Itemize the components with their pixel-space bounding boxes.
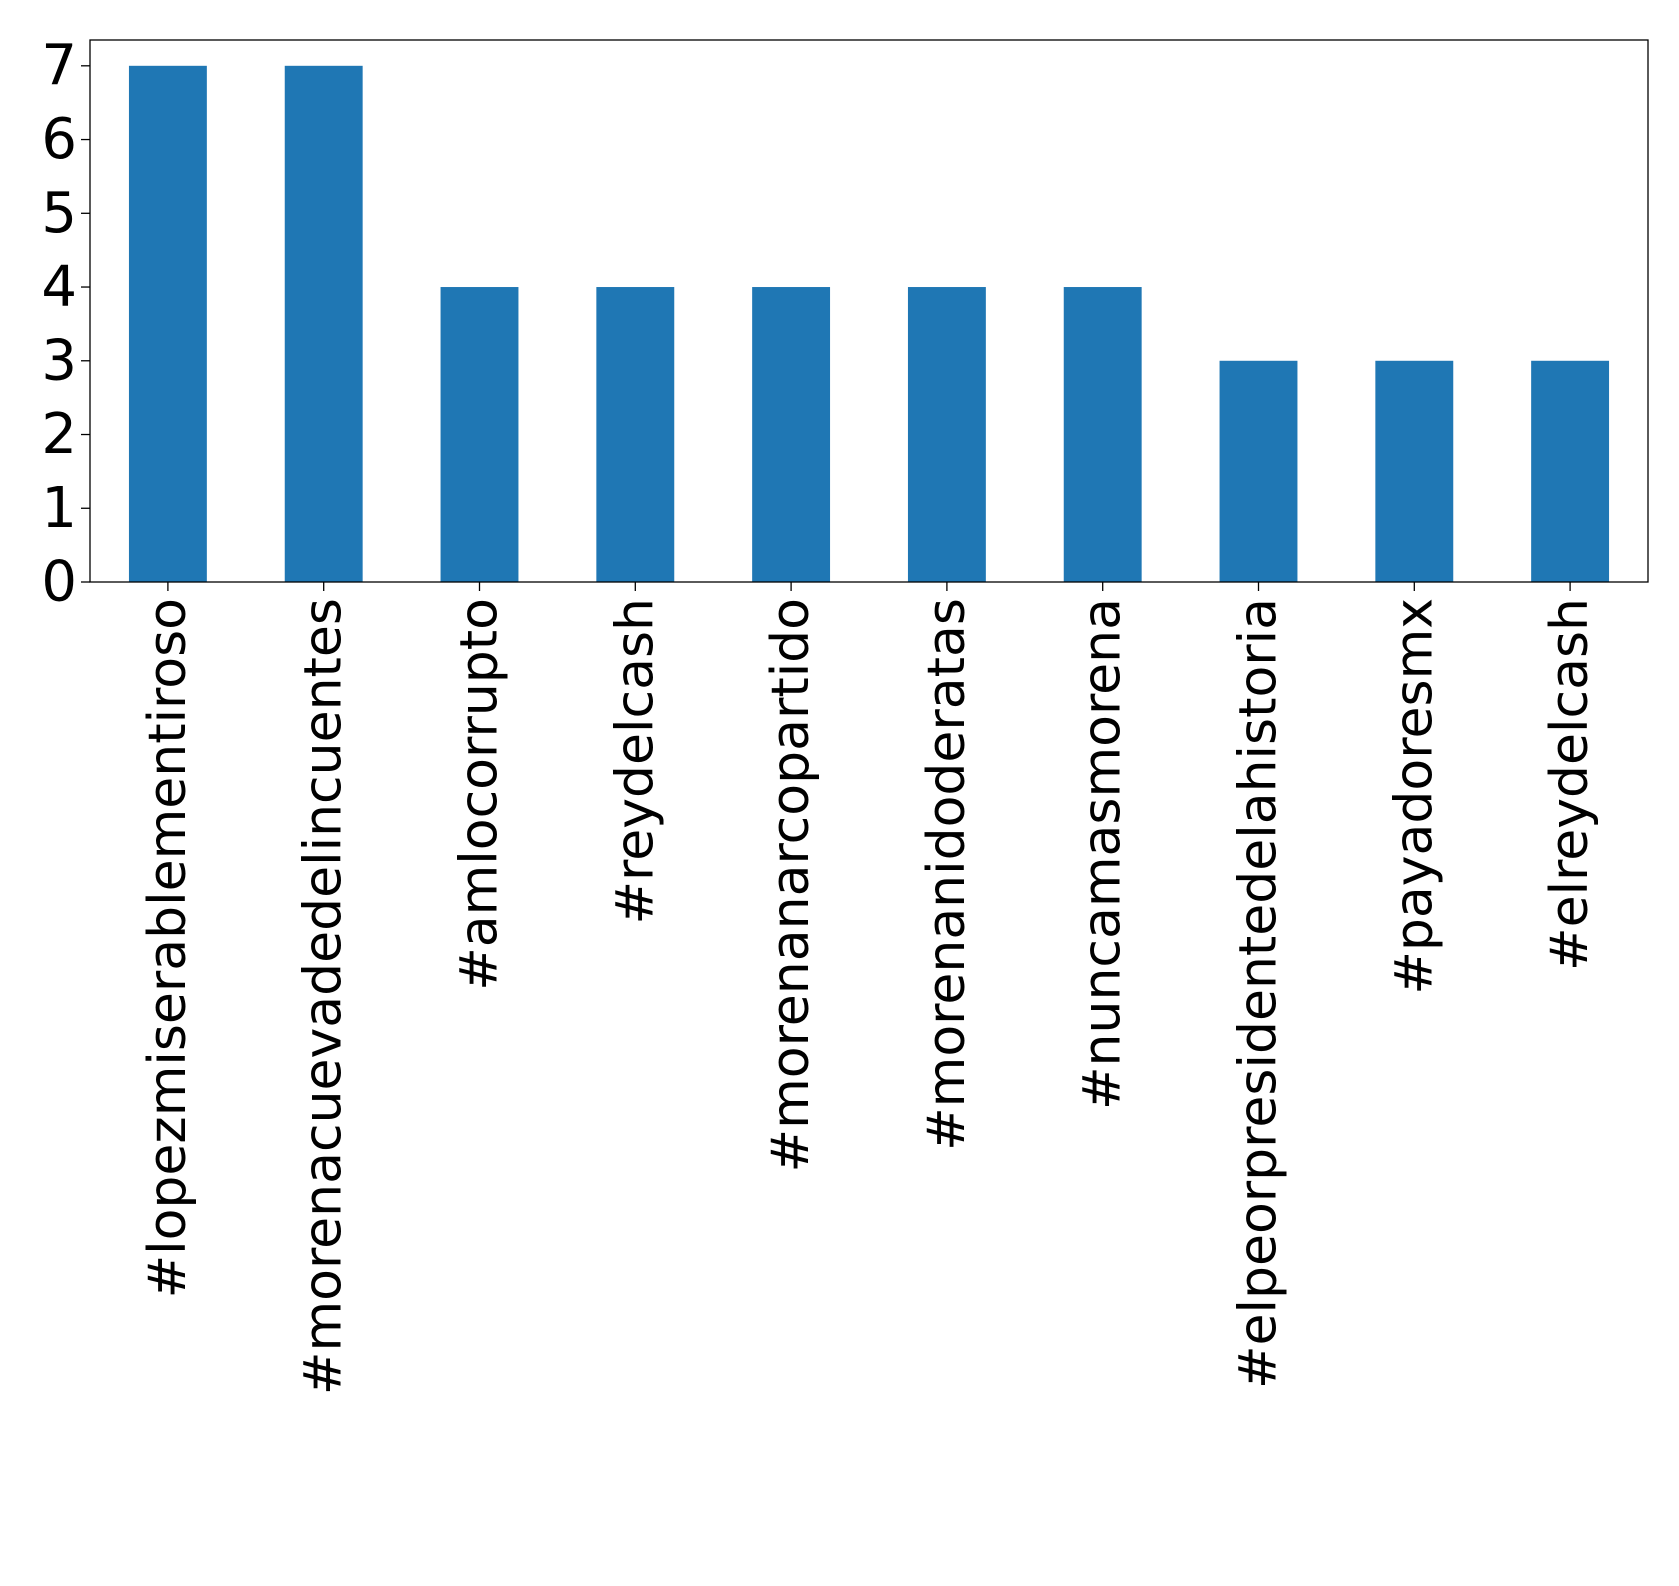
x-tick-label: #payadoresmx (1384, 598, 1444, 995)
x-tick-label: #morenanidoderatas (917, 598, 977, 1151)
y-tick-label: 6 (41, 107, 77, 172)
x-tick-label: #elpeorpresidentedelahistoria (1229, 598, 1289, 1389)
bar (1063, 287, 1142, 582)
bars-group (128, 65, 1610, 583)
x-tick-label: #morenacuevadedelincuentes (294, 598, 354, 1395)
x-tick-label: #reydelcash (605, 598, 665, 925)
y-tick-label: 4 (41, 255, 77, 320)
bar (752, 287, 831, 582)
y-tick-label: 7 (41, 33, 77, 98)
y-tick-label: 5 (41, 181, 77, 246)
bar (284, 65, 363, 583)
x-tick-label: #nuncamasmorena (1073, 598, 1133, 1110)
y-tick-label: 3 (41, 328, 77, 393)
y-tick-label: 1 (41, 476, 77, 541)
x-tick-label: #amlocorrupto (450, 598, 510, 991)
y-tick-label: 0 (41, 550, 77, 615)
bar (596, 287, 675, 582)
bar (128, 65, 207, 583)
x-axis: #lopezmiserablementiroso #morenacuevadede… (138, 582, 1600, 1395)
bar (440, 287, 519, 582)
plot-frame (89, 39, 1649, 583)
bar (907, 287, 986, 582)
bar (1375, 360, 1454, 582)
x-tick-label: #lopezmiserablementiroso (138, 598, 198, 1298)
x-tick-label: #elreydelcash (1540, 598, 1600, 971)
bar (1219, 360, 1298, 582)
y-axis: 0 1 2 3 4 5 6 7 (41, 33, 90, 615)
bar (1531, 360, 1610, 582)
y-tick-label: 2 (41, 402, 77, 467)
x-tick-label: #morenanarcopartido (761, 598, 821, 1172)
